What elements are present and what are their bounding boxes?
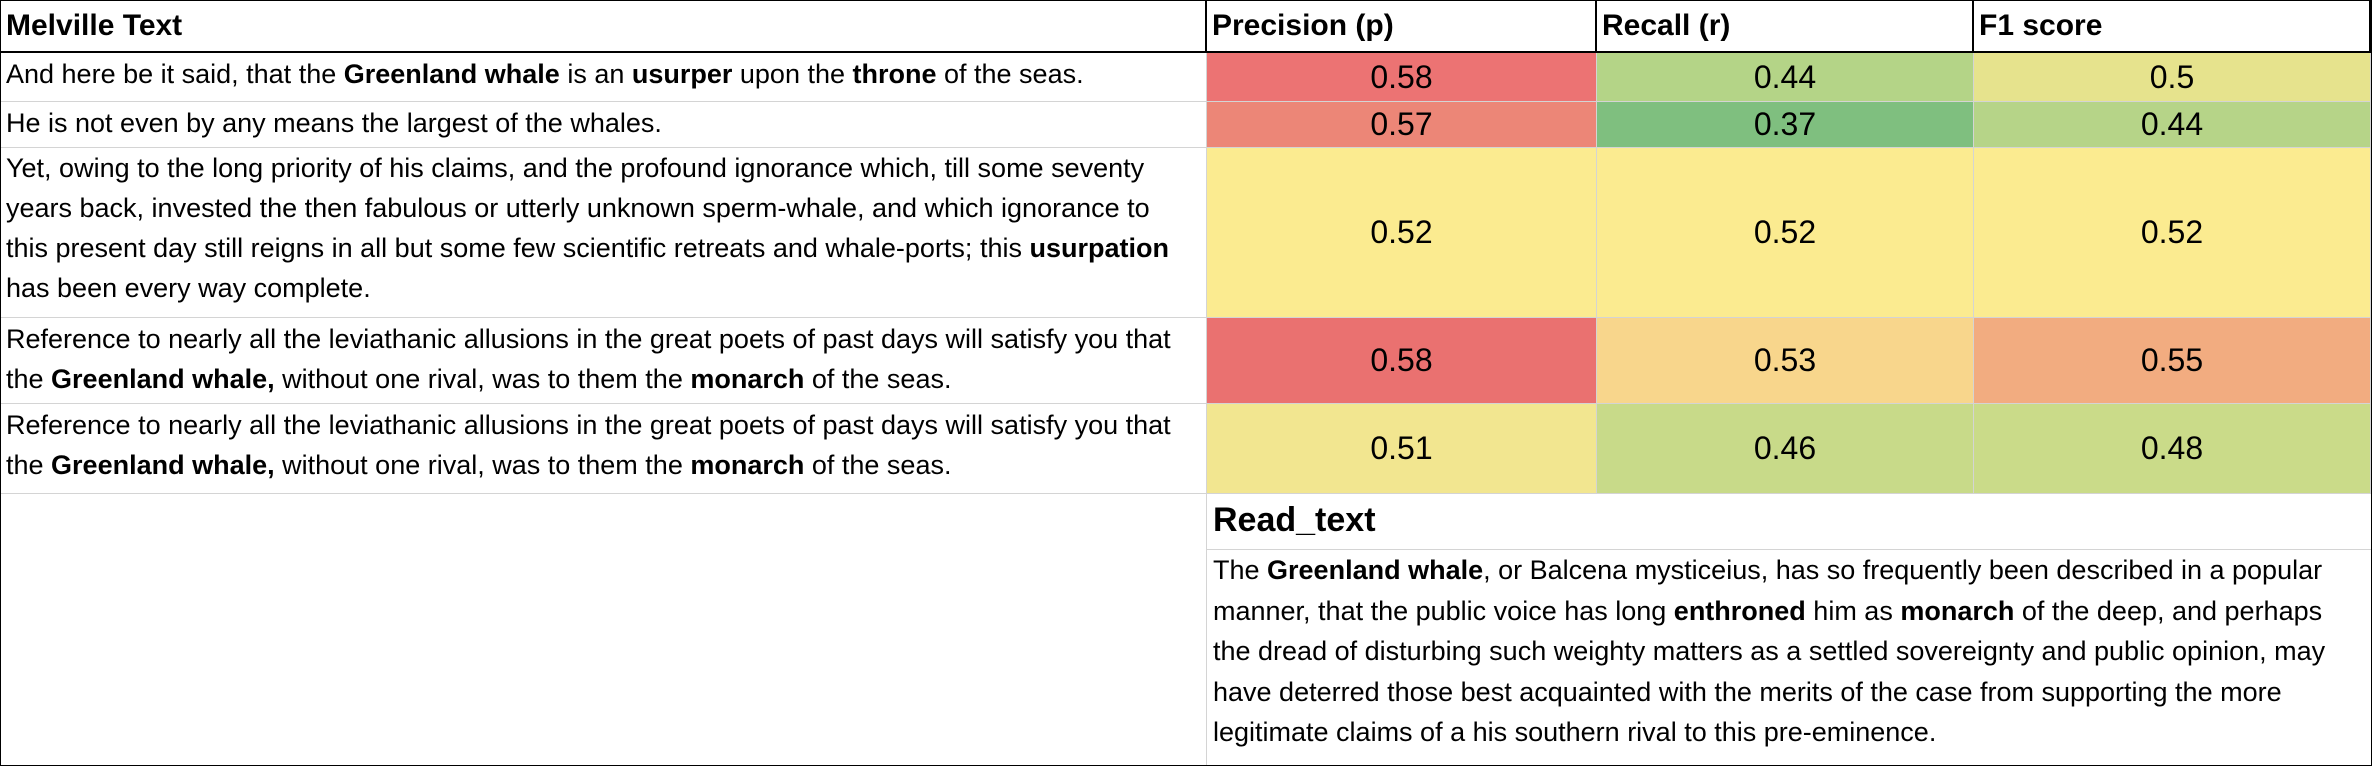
- text-segment: him as: [1805, 595, 1901, 626]
- bold-text-segment: Greenland whale,: [51, 450, 275, 480]
- header-recall[interactable]: Recall (r): [1597, 1, 1974, 53]
- header-f1-score[interactable]: F1 score: [1974, 1, 2371, 53]
- text-segment: Reference to nearly all the leviathanic …: [6, 410, 1171, 480]
- melville-text-cell-1[interactable]: And here be it said, that the Greenland …: [1, 53, 1207, 102]
- bold-text-segment: Greenland whale: [343, 59, 560, 89]
- header-precision[interactable]: Precision (p): [1207, 1, 1597, 53]
- melville-text-cell-5[interactable]: Reference to nearly all the leviathanic …: [1, 404, 1207, 494]
- bold-text-segment: usurpation: [1029, 233, 1169, 263]
- bold-text-segment: enthroned: [1673, 595, 1806, 626]
- empty-cell-left[interactable]: [1, 494, 1207, 765]
- text-segment: of the seas.: [804, 364, 952, 394]
- precision-cell-3[interactable]: 0.52: [1207, 148, 1597, 318]
- recall-cell-1[interactable]: 0.44: [1597, 53, 1974, 102]
- f1-cell-2[interactable]: 0.44: [1974, 102, 2371, 148]
- text-segment: without one rival, was to them the: [274, 450, 691, 480]
- read-text-body[interactable]: The Greenland whale, or Balcena mysticei…: [1207, 550, 2371, 765]
- bold-text-segment: usurper: [631, 59, 733, 89]
- recall-cell-5[interactable]: 0.46: [1597, 404, 1974, 494]
- text-segment: Yet, owing to the long priority of his c…: [6, 153, 1150, 263]
- melville-text-cell-2[interactable]: He is not even by any means the largest …: [1, 102, 1207, 148]
- text-segment: without one rival, was to them the: [274, 364, 691, 394]
- bold-text-segment: monarch: [690, 364, 805, 394]
- header-melville-text[interactable]: Melville Text: [1, 1, 1207, 53]
- recall-cell-3[interactable]: 0.52: [1597, 148, 1974, 318]
- text-segment: Reference to nearly all the leviathanic …: [6, 324, 1171, 394]
- precision-cell-1[interactable]: 0.58: [1207, 53, 1597, 102]
- text-segment: The: [1213, 555, 1268, 585]
- text-segment: of the deep, and perhaps the dread of di…: [1213, 595, 2326, 748]
- f1-cell-4[interactable]: 0.55: [1974, 318, 2371, 404]
- f1-cell-5[interactable]: 0.48: [1974, 404, 2371, 494]
- text-segment: of the seas.: [804, 450, 952, 480]
- precision-cell-5[interactable]: 0.51: [1207, 404, 1597, 494]
- text-segment: He is not even by any means the largest …: [6, 108, 662, 138]
- bold-text-segment: monarch: [690, 450, 805, 480]
- bold-text-segment: throne: [852, 59, 937, 89]
- precision-cell-2[interactable]: 0.57: [1207, 102, 1597, 148]
- bold-text-segment: Greenland whale: [1267, 555, 1484, 585]
- f1-cell-3[interactable]: 0.52: [1974, 148, 2371, 318]
- recall-cell-4[interactable]: 0.53: [1597, 318, 1974, 404]
- text-segment: has been every way complete.: [6, 273, 371, 303]
- text-segment: And here be it said, that the: [6, 59, 344, 89]
- bold-text-segment: Greenland whale,: [51, 364, 275, 394]
- melville-text-cell-3[interactable]: Yet, owing to the long priority of his c…: [1, 148, 1207, 318]
- read-text-title[interactable]: Read_text: [1207, 494, 2371, 550]
- bold-text-segment: monarch: [1900, 595, 2015, 626]
- text-segment: , or Balcena mysticeius, has so frequent…: [1213, 555, 2323, 626]
- text-segment: upon the: [732, 59, 853, 89]
- melville-text-cell-4[interactable]: Reference to nearly all the leviathanic …: [1, 318, 1207, 404]
- precision-cell-4[interactable]: 0.58: [1207, 318, 1597, 404]
- recall-cell-2[interactable]: 0.37: [1597, 102, 1974, 148]
- f1-cell-1[interactable]: 0.5: [1974, 53, 2371, 102]
- text-segment: of the seas.: [936, 59, 1084, 89]
- text-segment: is an: [559, 59, 632, 89]
